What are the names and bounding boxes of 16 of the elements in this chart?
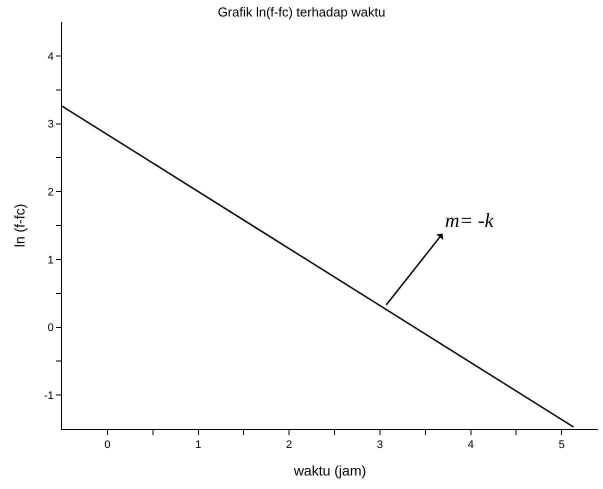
- y-tick-label: 2: [48, 186, 54, 198]
- x-tick-label: 5: [558, 439, 565, 452]
- y-tick-label: 1: [48, 254, 54, 266]
- x-tick-label: 3: [376, 439, 384, 452]
- x-tick-label: 2: [286, 439, 292, 452]
- y-tick-label: 0: [48, 322, 54, 334]
- annotation: m= -k: [445, 210, 495, 232]
- x-tick-label: 0: [104, 439, 110, 452]
- x-tick-label: 4: [468, 439, 474, 452]
- x-axis-title: waktu (jam): [292, 462, 366, 478]
- y-tick-label: 4: [48, 50, 54, 63]
- y-tick-label: 3: [48, 118, 54, 131]
- y-axis-title: ln (f-fc): [12, 204, 28, 248]
- x-tick-label: 1: [195, 439, 202, 452]
- y-tick-label: -1: [44, 390, 54, 402]
- chart-title: Grafik ln(f-fc) terhadap waktu: [218, 4, 386, 20]
